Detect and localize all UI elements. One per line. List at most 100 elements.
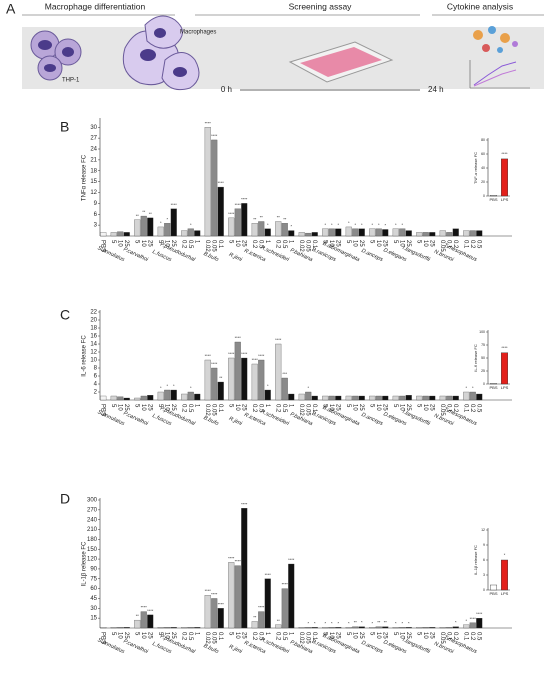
- x-tick-label: 5: [157, 404, 163, 408]
- x-tick-label: LPS: [501, 591, 509, 596]
- x-tick-label: 0.1: [217, 632, 223, 641]
- x-tick-label: 25: [335, 240, 341, 247]
- group-label: D.anceps: [360, 412, 384, 427]
- significance: *: [348, 220, 350, 225]
- x-tick-label: 5: [134, 404, 140, 408]
- x-tick-label: 0.1: [446, 632, 452, 641]
- x-tick-label: 10: [117, 404, 123, 411]
- bar: [328, 395, 335, 401]
- x-tick-label: 5: [345, 632, 351, 636]
- y-tick-label: 24: [90, 147, 97, 153]
- x-tick-label: 10: [140, 240, 146, 247]
- y-tick-label: 240: [87, 517, 98, 523]
- bar: [322, 228, 329, 237]
- x-tick-label: 25: [429, 404, 435, 411]
- significance: *: [173, 383, 175, 388]
- bar: [298, 627, 305, 629]
- bar: [288, 393, 295, 401]
- group-label: R.jimi: [228, 644, 244, 656]
- significance: ****: [205, 353, 212, 358]
- bar: [140, 611, 147, 629]
- significance: **: [277, 215, 281, 220]
- bar: [311, 232, 318, 237]
- x-tick-label: 25: [147, 240, 153, 247]
- bar: [281, 377, 288, 401]
- x-tick-label: 10: [328, 240, 334, 247]
- bar: [157, 226, 164, 237]
- bar: [405, 627, 412, 629]
- x-tick-label: 1: [288, 632, 294, 636]
- x-tick-label: 10: [140, 404, 146, 411]
- significance: *: [267, 222, 269, 227]
- well-plate: [288, 41, 394, 83]
- x-tick-label: 0.02: [204, 240, 210, 252]
- x-tick-label: 5: [416, 240, 422, 244]
- y-tick-label: 12: [90, 350, 97, 356]
- significance: *: [290, 224, 292, 229]
- bar: [157, 391, 164, 401]
- bar: [251, 363, 258, 401]
- bar: [399, 228, 406, 237]
- group-label: P.carvalhoi: [122, 246, 149, 263]
- y-tick-label: 3: [94, 223, 98, 229]
- significance: ****: [205, 120, 212, 125]
- significance: ****: [258, 353, 265, 358]
- bar: [429, 627, 436, 629]
- x-tick-label: 0.05: [305, 240, 311, 252]
- significance: ****: [265, 572, 272, 577]
- y-tick-label: 14: [90, 342, 97, 348]
- group-label: R.jimi: [228, 252, 244, 264]
- significance: *: [401, 620, 403, 625]
- x-tick-label: PBS: [100, 632, 106, 644]
- x-tick-label: 5: [134, 240, 140, 244]
- significance: ****: [235, 202, 242, 207]
- bar: [228, 217, 235, 237]
- bar: [446, 395, 453, 401]
- x-tick-label: 0.2: [469, 404, 475, 413]
- stage-label: Macrophage differentiation: [45, 1, 146, 11]
- x-tick-label: 25: [170, 632, 176, 639]
- panel-letter: C: [60, 307, 70, 323]
- significance: ****: [147, 608, 154, 613]
- significance: ****: [228, 351, 235, 356]
- bar: [311, 395, 318, 401]
- y-axis-label: IL-1β release FC: [82, 541, 88, 586]
- group-label: P.carvalhoi: [122, 638, 149, 655]
- x-tick-label: 0.2: [181, 240, 187, 249]
- bar: [241, 203, 248, 237]
- significance: ****: [211, 592, 218, 597]
- time-label: 0 h: [221, 85, 232, 94]
- x-tick-label: 1: [194, 240, 200, 244]
- bar: [110, 395, 117, 401]
- significance: *: [465, 385, 467, 390]
- group-label: I.langsdorffii: [401, 409, 431, 427]
- significance: *: [160, 220, 162, 225]
- x-tick-label: 5: [157, 632, 163, 636]
- x-tick-label: 0.5: [258, 404, 264, 413]
- bar: [382, 229, 389, 237]
- x-tick-label: 1: [194, 632, 200, 636]
- y-tick-label: 100: [479, 330, 485, 334]
- significance: ****: [476, 611, 483, 616]
- x-tick-label: 25: [335, 404, 341, 411]
- x-tick-label: PBS: [100, 240, 106, 252]
- x-tick-label: 0.1: [311, 240, 317, 249]
- significance: ****: [282, 582, 289, 587]
- bar: [100, 627, 107, 629]
- x-tick-label: 25: [405, 632, 411, 639]
- bar: [369, 627, 376, 629]
- x-tick-label: 0.2: [452, 632, 458, 641]
- bar: [446, 232, 453, 237]
- bar: [375, 228, 382, 237]
- bar: [469, 622, 476, 629]
- y-tick-label: 75: [90, 576, 97, 582]
- significance: ****: [241, 351, 248, 356]
- bar: [217, 381, 224, 401]
- y-tick-label: 6: [94, 374, 98, 380]
- group-label: S.annulatus: [96, 637, 125, 655]
- x-tick-label: 25: [147, 632, 153, 639]
- x-tick-label: 1: [264, 240, 270, 244]
- x-tick-label: 10: [234, 240, 240, 247]
- bar: [264, 389, 271, 401]
- x-tick-label: 0.1: [463, 404, 469, 413]
